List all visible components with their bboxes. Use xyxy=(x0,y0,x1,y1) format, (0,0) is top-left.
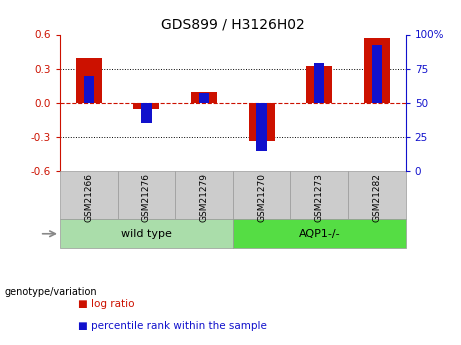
Bar xyxy=(199,93,209,103)
Bar xyxy=(133,103,160,109)
Bar xyxy=(191,91,217,103)
Bar xyxy=(60,171,118,219)
Text: GSM21270: GSM21270 xyxy=(257,173,266,222)
Bar xyxy=(60,219,233,248)
Bar xyxy=(290,171,348,219)
Bar xyxy=(314,63,325,103)
Text: genotype/variation: genotype/variation xyxy=(5,287,97,296)
Bar xyxy=(256,103,267,151)
Text: ■ percentile rank within the sample: ■ percentile rank within the sample xyxy=(78,321,267,331)
Text: ■ log ratio: ■ log ratio xyxy=(78,299,135,308)
Title: GDS899 / H3126H02: GDS899 / H3126H02 xyxy=(161,18,305,32)
Text: GSM21273: GSM21273 xyxy=(315,173,324,222)
Bar xyxy=(248,103,275,141)
Text: GSM21266: GSM21266 xyxy=(84,173,93,222)
Text: GSM21279: GSM21279 xyxy=(200,173,208,222)
Bar xyxy=(141,103,152,124)
Text: AQP1-/-: AQP1-/- xyxy=(298,229,340,239)
Bar xyxy=(175,171,233,219)
Bar xyxy=(118,171,175,219)
Bar xyxy=(372,46,382,103)
Bar xyxy=(76,58,102,103)
Bar xyxy=(233,219,406,248)
Text: GSM21276: GSM21276 xyxy=(142,173,151,222)
Bar xyxy=(348,171,406,219)
Text: wild type: wild type xyxy=(121,229,172,239)
Bar xyxy=(83,76,94,103)
Bar xyxy=(364,38,390,103)
Text: GSM21282: GSM21282 xyxy=(372,173,381,222)
Bar xyxy=(306,67,332,103)
Bar xyxy=(233,171,290,219)
